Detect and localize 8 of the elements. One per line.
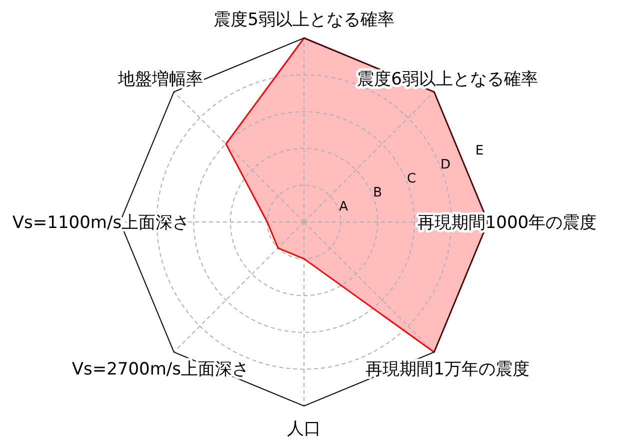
y-tick-label: C (407, 171, 416, 186)
y-tick-label: D (440, 157, 451, 172)
y-tick-label: B (373, 186, 382, 201)
y-tick-label: A (339, 200, 348, 215)
spoke-label: 再現期間1000年の震度 (417, 213, 597, 233)
spoke-label: 人口 (287, 419, 321, 439)
y-tick-label: E (475, 143, 484, 158)
spoke-label: 震度5弱以上となる確率 (214, 10, 394, 30)
